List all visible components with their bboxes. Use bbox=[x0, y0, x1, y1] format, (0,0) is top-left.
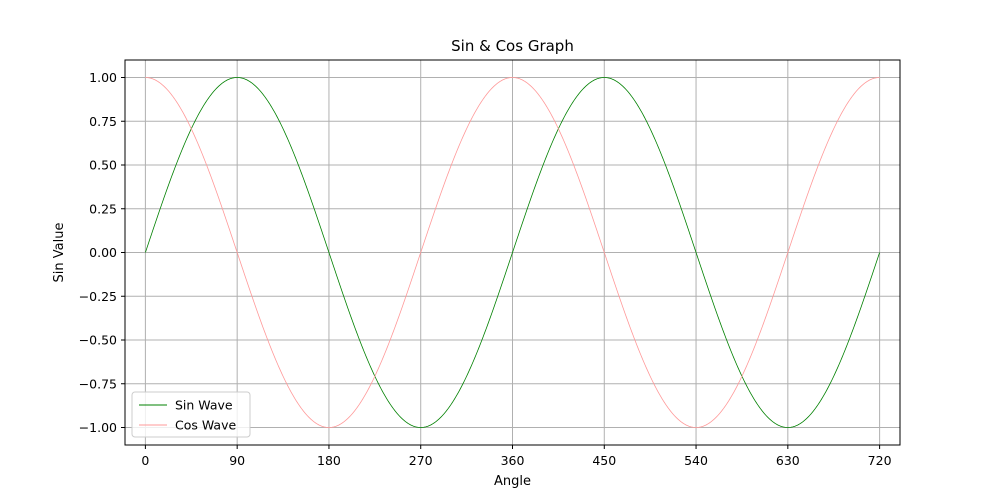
chart-title: Sin & Cos Graph bbox=[451, 37, 574, 55]
series-lines bbox=[145, 77, 880, 428]
y-tick-label: 0.75 bbox=[89, 114, 117, 129]
y-axis-label: Sin Value bbox=[52, 223, 67, 283]
y-tick-label: −1.00 bbox=[79, 420, 117, 435]
x-tick-label: 90 bbox=[229, 453, 245, 468]
y-axis-ticks: 1.00 0.75 0.50 0.25 0.00 −0.25 −0.50 −0.75 −1.00 bbox=[79, 70, 125, 435]
x-axis-ticks: 0 90 180 270 360 450 540 630 720 bbox=[141, 445, 892, 468]
x-tick-label: 450 bbox=[592, 453, 616, 468]
x-tick-label: 0 bbox=[141, 453, 149, 468]
y-tick-label: 1.00 bbox=[89, 70, 117, 85]
legend-box bbox=[131, 391, 251, 438]
x-tick-label: 180 bbox=[317, 453, 341, 468]
legend-label-sin-wave: Sin Wave bbox=[175, 398, 233, 413]
y-tick-label: −0.50 bbox=[79, 333, 117, 348]
x-tick-label: 270 bbox=[409, 453, 433, 468]
y-tick-label: −0.75 bbox=[79, 376, 117, 391]
y-tick-label: 0.50 bbox=[89, 158, 117, 173]
x-tick-label: 720 bbox=[868, 453, 892, 468]
x-tick-label: 360 bbox=[501, 453, 525, 468]
series-line-sin-wave bbox=[145, 77, 880, 428]
x-tick-label: 540 bbox=[684, 453, 708, 468]
x-axis-label: Angle bbox=[494, 474, 531, 489]
y-tick-label: 0.00 bbox=[89, 245, 117, 260]
y-tick-label: 0.25 bbox=[89, 201, 117, 216]
x-tick-label: 630 bbox=[776, 453, 800, 468]
series-line-cos-wave bbox=[145, 77, 880, 428]
legend: Sin Wave Cos Wave bbox=[131, 391, 251, 438]
y-tick-label: −0.25 bbox=[79, 289, 117, 304]
legend-label-cos-wave: Cos Wave bbox=[175, 418, 236, 433]
